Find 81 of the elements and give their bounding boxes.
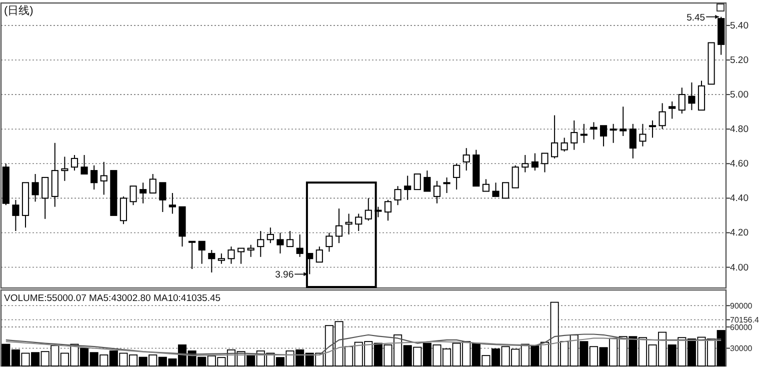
candlestick [639, 123, 646, 147]
candlestick [433, 180, 441, 204]
candlestick [364, 198, 372, 222]
candlestick [130, 186, 137, 206]
candlestick [168, 192, 176, 214]
candlestick [140, 182, 147, 204]
candlestick [316, 246, 323, 263]
candlestick [658, 102, 666, 130]
candlestick [570, 120, 578, 150]
candlestick [276, 232, 284, 254]
candlestick [237, 248, 245, 264]
line-series [5, 334, 722, 356]
y-tick-label: 4.00 [730, 262, 748, 274]
candlestick [61, 156, 68, 182]
candlestick [120, 196, 128, 225]
y-tick-label: 5.20 [730, 55, 748, 66]
candlestick [610, 123, 617, 144]
candlestick [620, 106, 627, 136]
candlestick [208, 250, 216, 273]
candlestick [90, 164, 98, 190]
candlestick [502, 182, 510, 199]
candlestick [512, 164, 519, 188]
candlestick [286, 230, 294, 248]
y-tick-label: 90000 [730, 302, 753, 311]
chart-title: VOLUME:55000.07 MA5:43002.80 MA10:41035.45 [4, 293, 221, 304]
annotation: 5.45 [686, 12, 706, 24]
chart-title: (日线) [4, 4, 34, 17]
candlestick [12, 199, 20, 232]
y-tick-label: 70156.4 [730, 316, 759, 325]
candlestick [404, 175, 412, 200]
candlestick [443, 176, 450, 194]
y-tick-label: 4.60 [730, 158, 748, 170]
candlestick [492, 182, 500, 197]
candlestick [42, 176, 49, 220]
candlestick [247, 244, 254, 258]
annotation: 3.96 [275, 270, 294, 281]
candlestick [384, 199, 392, 222]
candlestick [394, 186, 402, 206]
y-tick-label: 30000 [730, 344, 753, 354]
candlestick [482, 178, 490, 192]
candlestick [541, 152, 548, 173]
candlestick [355, 213, 362, 232]
candlestick [560, 137, 568, 152]
candlestick [335, 208, 343, 244]
candlestick [668, 100, 676, 120]
candlestick [159, 182, 166, 212]
candlestick [629, 123, 636, 159]
candlestick [522, 154, 529, 173]
candlestick [414, 174, 421, 190]
candlestick [531, 152, 538, 172]
candlestick [326, 232, 333, 252]
y-tick-label: 60000 [730, 322, 753, 332]
candlestick [218, 252, 225, 264]
candlestick [688, 82, 696, 111]
candlestick [228, 246, 235, 264]
candlestick [188, 240, 196, 270]
candlestick [257, 230, 264, 258]
candlestick [678, 87, 686, 114]
candlestick [648, 120, 656, 138]
line-series [5, 338, 722, 356]
y-tick-label: 4.80 [730, 124, 748, 136]
candlestick [100, 161, 108, 196]
y-tick-label: 5.40 [730, 20, 748, 32]
candlestick [266, 227, 274, 244]
y-tick-label: 4.20 [730, 228, 748, 239]
candlestick [551, 114, 558, 159]
candlestick [600, 125, 608, 147]
candlestick [32, 174, 39, 202]
candlestick [462, 148, 470, 172]
candlestick [590, 122, 598, 140]
candlestick [453, 163, 460, 190]
candlestick [580, 123, 588, 144]
y-tick-label: 4.40 [730, 193, 748, 204]
candlestick [70, 154, 78, 172]
candlestick [80, 154, 88, 174]
candlestick [198, 240, 206, 264]
candlestick [149, 174, 156, 194]
y-tick-label: 5.00 [730, 90, 748, 101]
candlestick [424, 170, 431, 192]
candlestick [345, 213, 352, 235]
candlestick [296, 234, 304, 258]
